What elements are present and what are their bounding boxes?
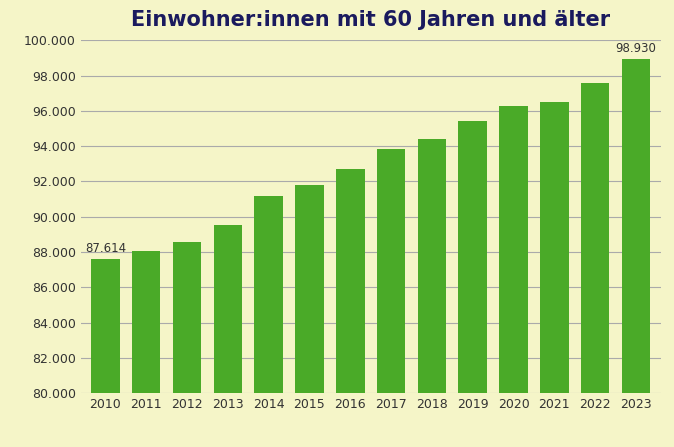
Bar [377,149,405,447]
Bar [214,225,242,447]
Bar [499,105,528,447]
Bar [418,139,446,447]
Bar [336,169,365,447]
Bar [581,84,609,447]
Bar [132,251,160,447]
Text: 87.614: 87.614 [85,241,126,254]
Bar [621,59,650,447]
Bar [295,186,324,447]
Bar [91,259,120,447]
Bar [173,242,202,447]
Text: 98.930: 98.930 [615,42,656,55]
Bar [540,102,569,447]
Bar [254,196,283,447]
Title: Einwohner:innen mit 60 Jahren und älter: Einwohner:innen mit 60 Jahren und älter [131,10,610,30]
Bar [458,122,487,447]
